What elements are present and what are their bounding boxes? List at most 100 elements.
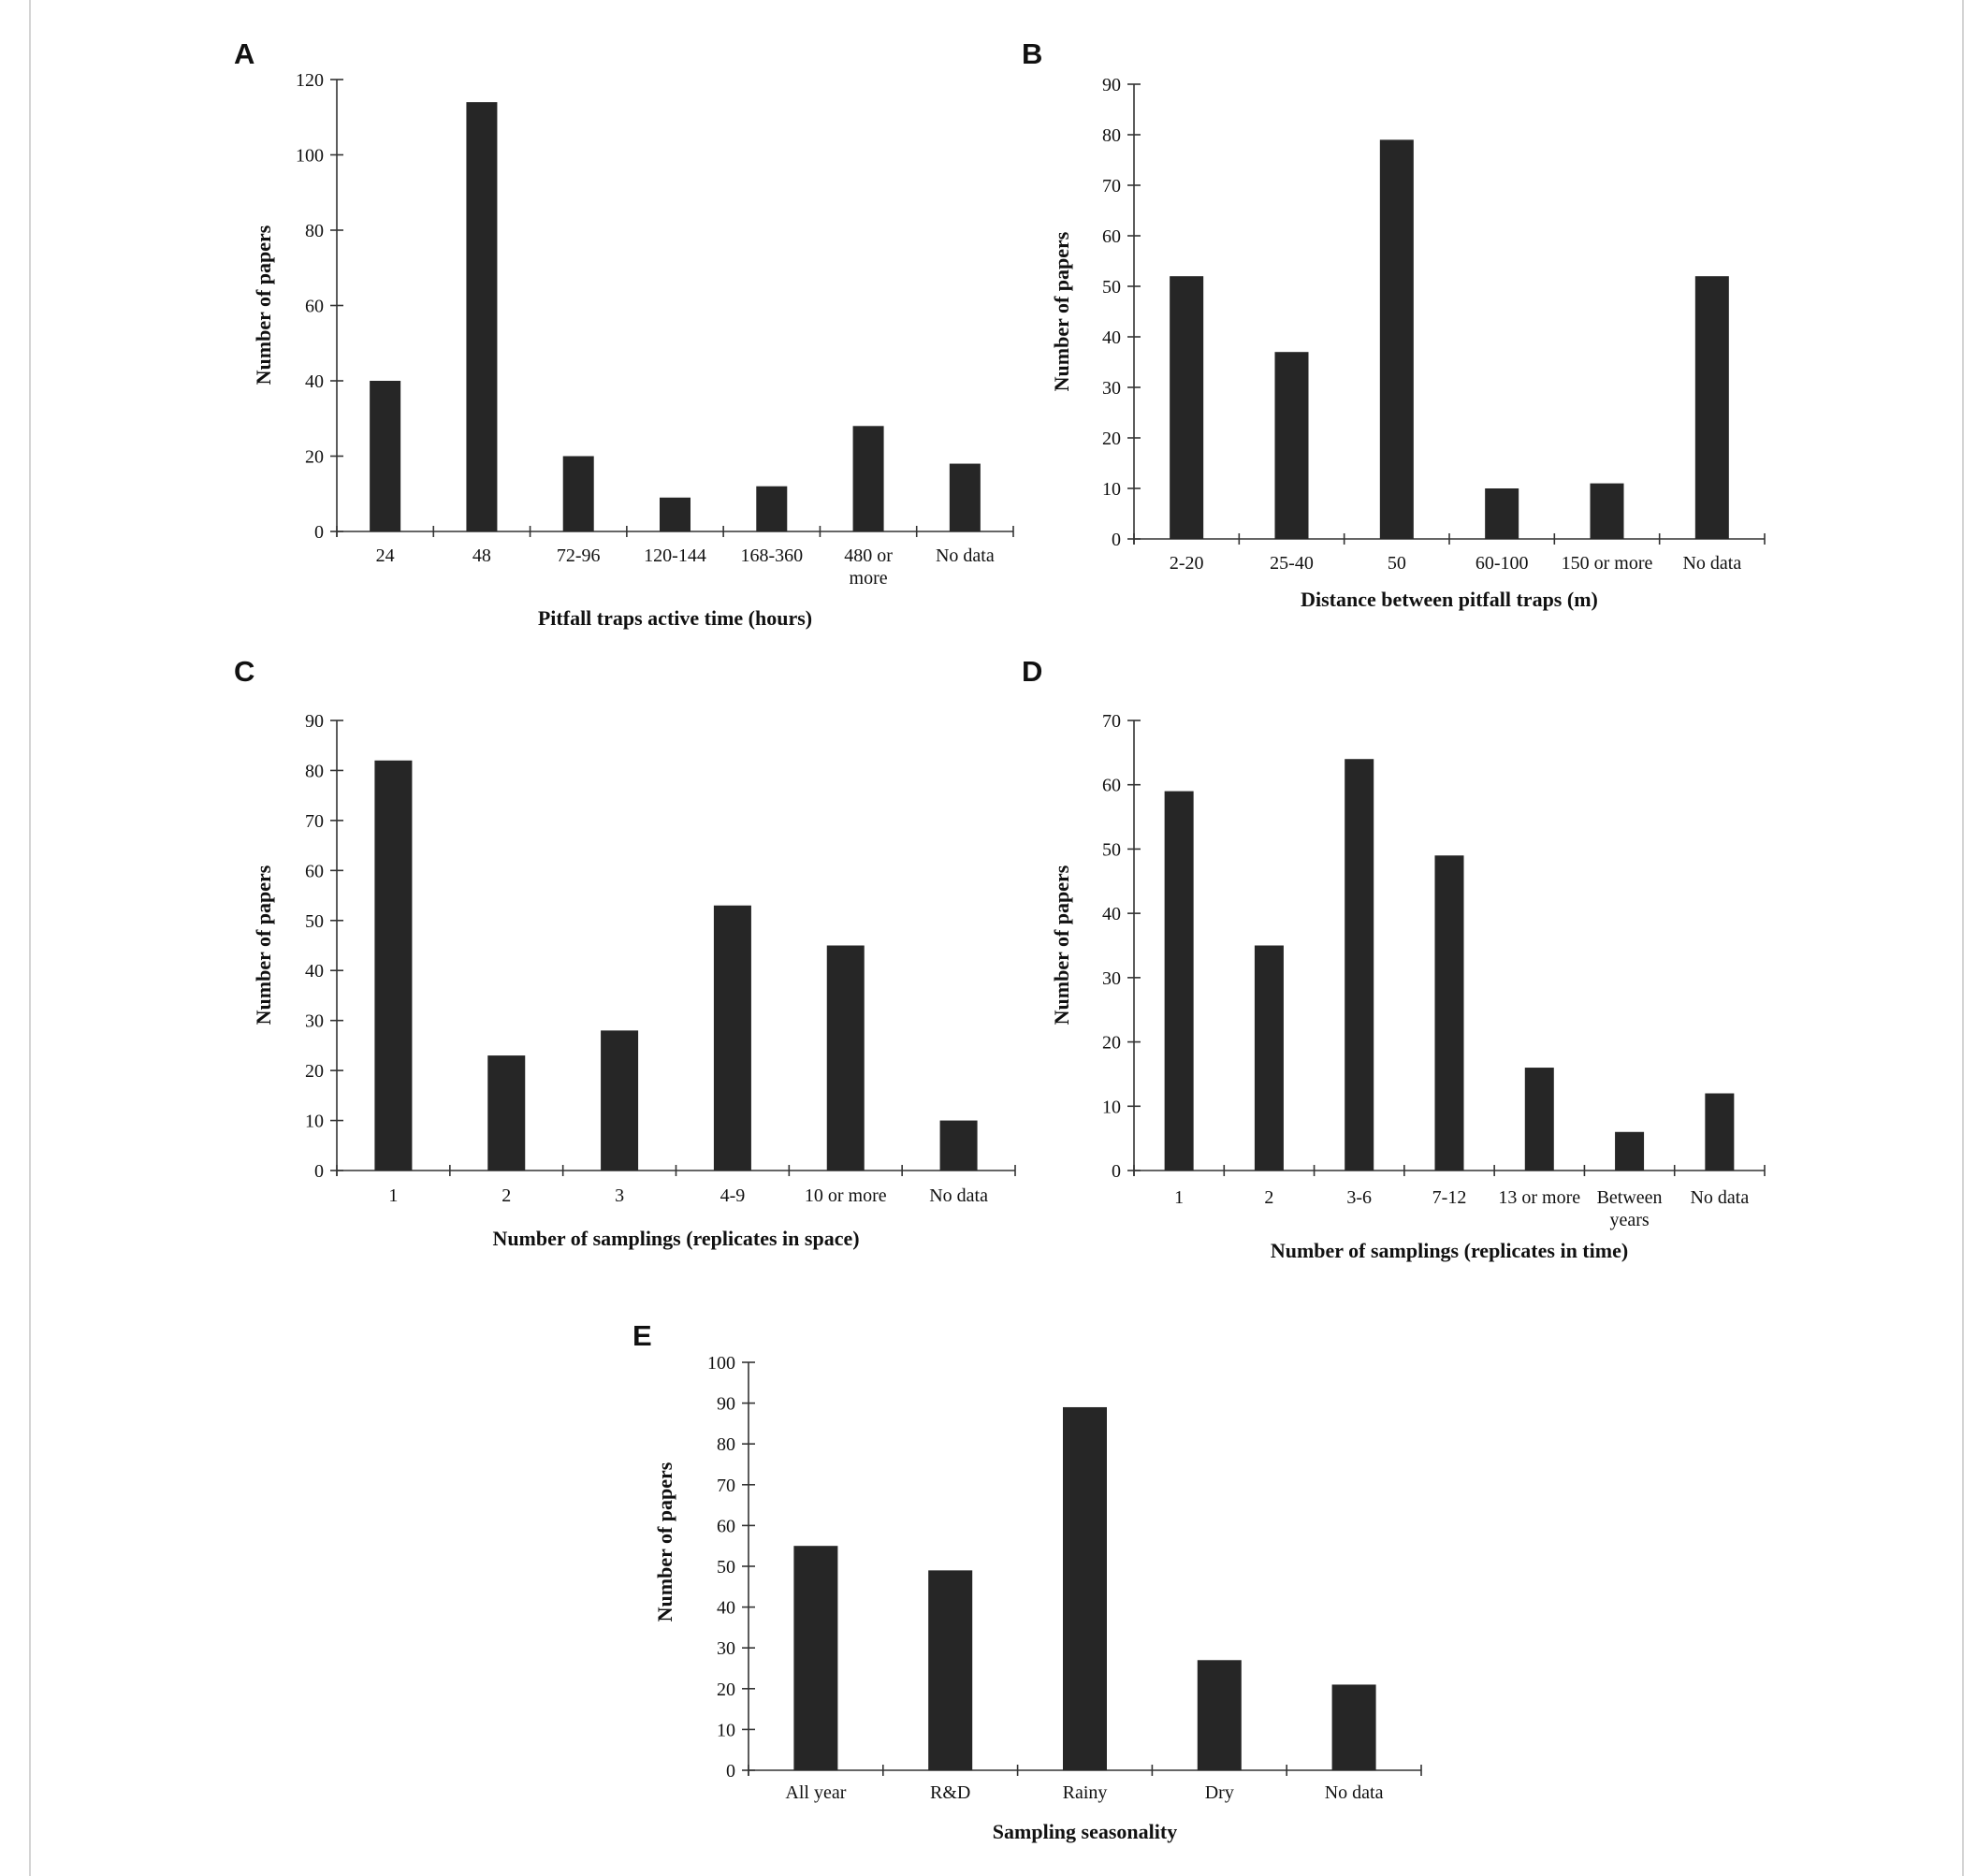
x-tick-label: 1 bbox=[388, 1185, 398, 1206]
bar bbox=[487, 1055, 526, 1171]
bar bbox=[826, 945, 865, 1171]
x-tick-label: R&D bbox=[930, 1782, 970, 1803]
bar bbox=[660, 497, 690, 531]
x-tick-label: 48 bbox=[472, 545, 491, 566]
panel-label-d: D bbox=[1022, 655, 1043, 688]
panel-label-c: C bbox=[234, 655, 255, 688]
bar bbox=[466, 102, 498, 532]
y-tick-label: 40 bbox=[305, 371, 324, 392]
bar bbox=[1615, 1131, 1645, 1171]
x-tick-label: 7-12 bbox=[1432, 1187, 1467, 1208]
x-tick-label: 24 bbox=[376, 545, 395, 566]
x-axis-title: Distance between pitfall traps (m) bbox=[1301, 588, 1598, 611]
x-tick-label: 60-100 bbox=[1475, 553, 1529, 574]
y-tick-label: 0 bbox=[726, 1761, 735, 1781]
y-tick-label: 30 bbox=[305, 1011, 324, 1032]
x-tick-label: Rainy bbox=[1063, 1782, 1108, 1803]
x-axis-title: Number of samplings (replicates in time) bbox=[1271, 1239, 1628, 1262]
y-tick-label: 50 bbox=[717, 1557, 735, 1578]
panel-label-e: E bbox=[632, 1319, 652, 1352]
y-tick-label: 90 bbox=[717, 1394, 735, 1415]
bar bbox=[928, 1570, 973, 1770]
y-tick-label: 40 bbox=[1102, 327, 1121, 348]
y-tick-label: 30 bbox=[1102, 968, 1121, 989]
page-border-right bbox=[1962, 0, 1964, 1876]
bar bbox=[1164, 791, 1194, 1171]
x-tick-label: 3-6 bbox=[1346, 1187, 1372, 1208]
x-tick-label: No data bbox=[936, 545, 995, 566]
bar bbox=[1274, 352, 1309, 539]
x-tick-label: 4-9 bbox=[720, 1185, 746, 1206]
y-tick-label: 50 bbox=[305, 911, 324, 932]
y-tick-label: 20 bbox=[305, 447, 324, 468]
x-tick-label: No data bbox=[1682, 553, 1741, 574]
bar bbox=[852, 426, 884, 531]
x-tick-label: 168-360 bbox=[740, 545, 803, 566]
y-tick-label: 80 bbox=[1102, 125, 1121, 146]
bar bbox=[1254, 945, 1284, 1171]
bar bbox=[370, 381, 401, 531]
bar bbox=[1524, 1068, 1554, 1171]
y-tick-label: 120 bbox=[296, 70, 324, 91]
bar bbox=[1694, 276, 1729, 539]
bar bbox=[1063, 1406, 1107, 1770]
x-tick-label: 120-144 bbox=[644, 545, 706, 566]
x-tick-label: 25-40 bbox=[1270, 553, 1314, 574]
y-tick-label: 0 bbox=[314, 1161, 324, 1182]
y-axis-title: Number of papers bbox=[1050, 231, 1073, 391]
x-tick-label: 13 or more bbox=[1498, 1187, 1580, 1208]
y-tick-label: 90 bbox=[305, 711, 324, 732]
y-tick-label: 100 bbox=[707, 1353, 735, 1374]
x-axis-title: Pitfall traps active time (hours) bbox=[538, 606, 812, 630]
y-tick-label: 10 bbox=[305, 1112, 324, 1132]
y-tick-label: 60 bbox=[1102, 226, 1121, 247]
bar bbox=[1345, 759, 1374, 1171]
y-tick-label: 80 bbox=[717, 1434, 735, 1455]
y-tick-label: 40 bbox=[305, 961, 324, 982]
bar bbox=[1197, 1660, 1242, 1770]
y-tick-label: 10 bbox=[1102, 1097, 1121, 1117]
y-tick-label: 20 bbox=[305, 1061, 324, 1082]
bar bbox=[601, 1030, 639, 1171]
y-tick-label: 70 bbox=[1102, 176, 1121, 196]
x-tick-label: 150 or more bbox=[1562, 553, 1653, 574]
bar bbox=[939, 1120, 978, 1171]
y-tick-label: 50 bbox=[1102, 277, 1121, 298]
y-tick-label: 50 bbox=[1102, 839, 1121, 860]
y-tick-label: 100 bbox=[296, 146, 324, 167]
bar bbox=[756, 486, 788, 531]
y-tick-label: 30 bbox=[717, 1638, 735, 1659]
bar bbox=[1379, 139, 1414, 539]
x-tick-label: No data bbox=[929, 1185, 988, 1206]
y-tick-label: 60 bbox=[717, 1516, 735, 1536]
y-axis-title: Number of papers bbox=[252, 225, 275, 385]
y-tick-label: 70 bbox=[305, 811, 324, 832]
y-axis-title: Number of papers bbox=[252, 865, 275, 1025]
x-tick-label: 2 bbox=[502, 1185, 511, 1206]
y-tick-label: 20 bbox=[1102, 1033, 1121, 1054]
y-tick-label: 10 bbox=[717, 1720, 735, 1740]
bar bbox=[1434, 855, 1464, 1171]
x-tick-label: 10 or more bbox=[805, 1185, 887, 1206]
panel-label-a: A bbox=[234, 37, 255, 70]
bar bbox=[793, 1546, 838, 1770]
y-tick-label: 40 bbox=[717, 1598, 735, 1619]
y-tick-label: 0 bbox=[314, 522, 324, 543]
bar bbox=[562, 456, 594, 531]
bar bbox=[949, 463, 981, 531]
y-axis-title: Number of papers bbox=[653, 1462, 676, 1622]
y-tick-label: 70 bbox=[1102, 711, 1121, 732]
bar bbox=[1170, 276, 1204, 539]
bar bbox=[1331, 1684, 1376, 1770]
bar bbox=[374, 760, 413, 1171]
x-tick-label: No data bbox=[1690, 1187, 1749, 1208]
x-tick-label: 3 bbox=[615, 1185, 624, 1206]
bar bbox=[713, 905, 751, 1171]
x-tick-label: 2-20 bbox=[1170, 553, 1204, 574]
y-tick-label: 0 bbox=[1112, 530, 1121, 550]
y-tick-label: 70 bbox=[717, 1476, 735, 1496]
bar bbox=[1705, 1093, 1735, 1171]
